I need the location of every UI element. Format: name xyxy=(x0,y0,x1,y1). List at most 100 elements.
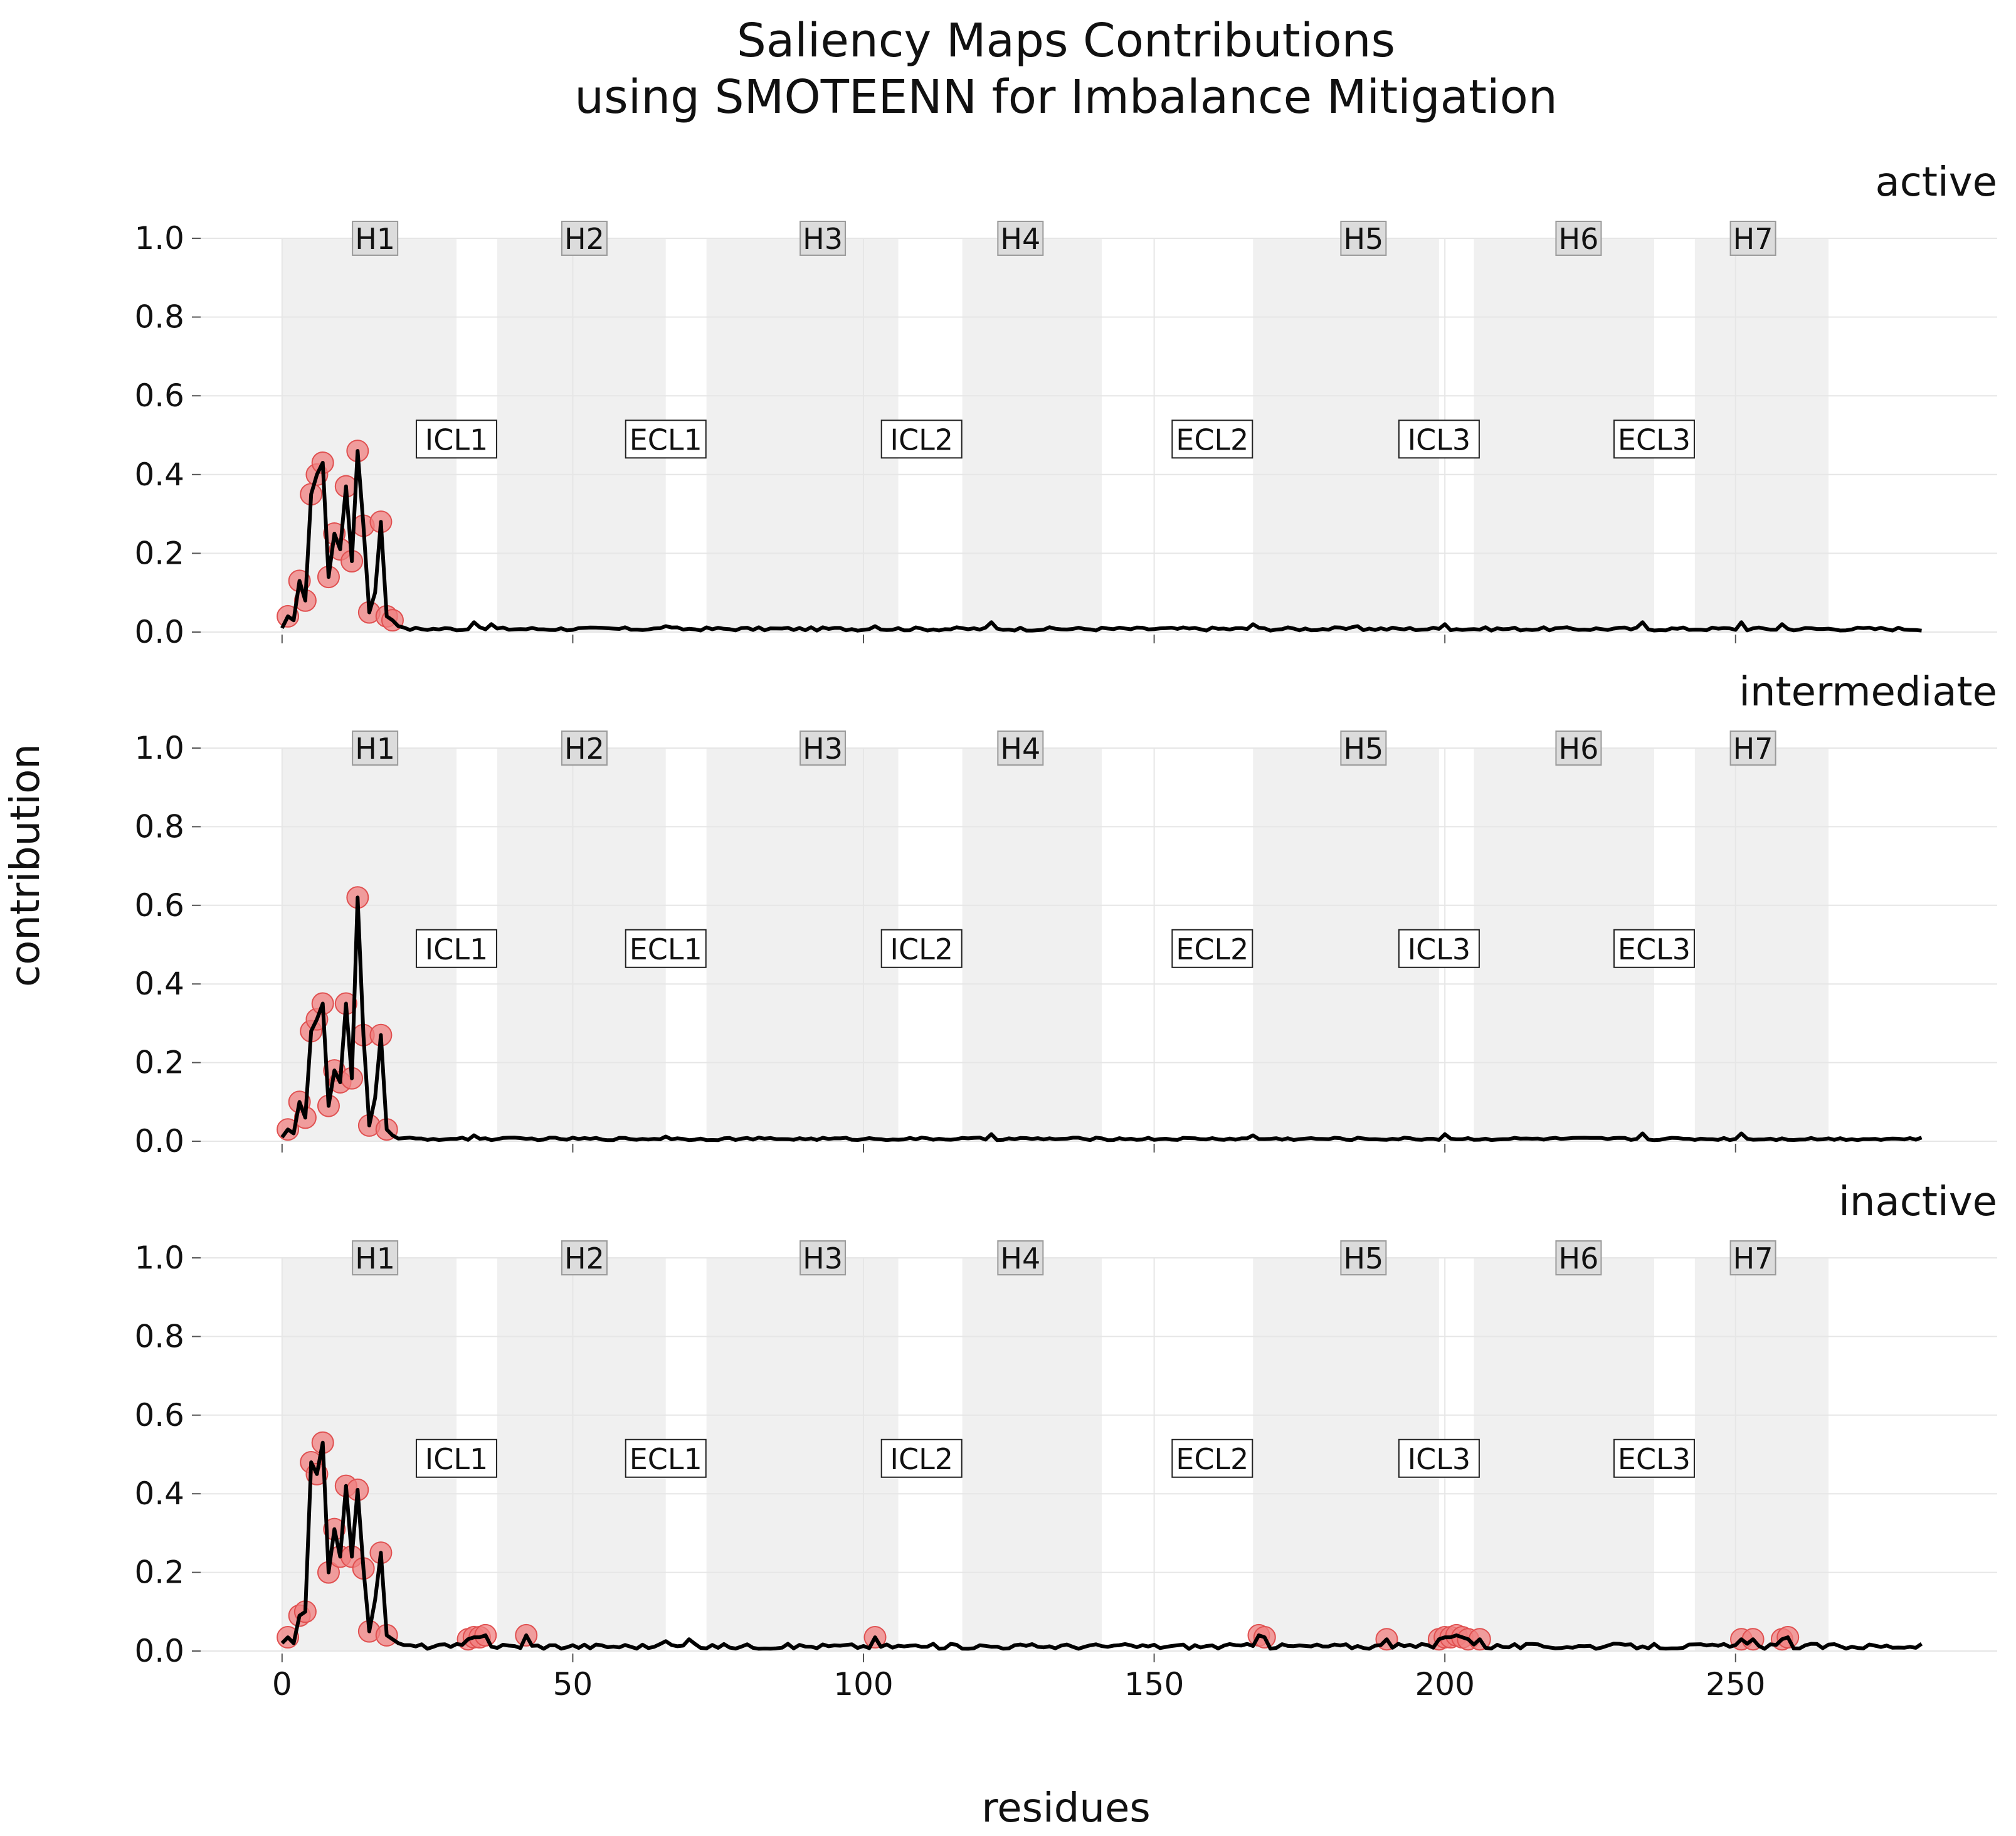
y-tick-label: 0.2 xyxy=(134,1045,184,1081)
helix-label-box xyxy=(800,221,847,256)
helix-label-box xyxy=(1340,731,1387,766)
y-tick-label: 0.8 xyxy=(134,1318,184,1354)
loop-label-text: ECL3 xyxy=(1618,932,1691,966)
y-tick-label: 0.4 xyxy=(134,1475,184,1512)
helix-label-text: H3 xyxy=(803,222,843,256)
helix-label-box xyxy=(1729,1240,1776,1275)
helix-label-text: H1 xyxy=(355,222,395,256)
helix-label-h4: H4 xyxy=(997,1240,1044,1275)
panel-label: inactive xyxy=(1839,1179,1997,1225)
helix-label-text: H1 xyxy=(355,1242,395,1275)
loop-label-box xyxy=(1398,419,1480,459)
helix-label-box xyxy=(997,1240,1044,1275)
helix-label-text: H4 xyxy=(1000,1242,1040,1275)
helix-label-text: H5 xyxy=(1343,732,1383,766)
x-tick-label: 200 xyxy=(1415,1666,1474,1702)
helix-label-box xyxy=(352,221,399,256)
loop-label-ecl3: ECL3 xyxy=(1613,929,1695,968)
loop-label-box xyxy=(625,1438,707,1478)
loop-label-icl1: ICL1 xyxy=(415,1438,497,1478)
helix-label-box xyxy=(561,221,608,256)
helix-band-h4 xyxy=(962,1258,1102,1651)
helix-label-box xyxy=(1729,731,1776,766)
helix-label-text: H3 xyxy=(803,732,843,766)
loop-label-text: ICL3 xyxy=(1408,423,1471,456)
helix-label-text: H6 xyxy=(1558,732,1598,766)
helix-label-box xyxy=(561,1240,608,1275)
loop-label-box xyxy=(1613,929,1695,968)
loop-label-icl3: ICL3 xyxy=(1398,419,1480,459)
helix-label-box xyxy=(561,731,608,766)
loop-label-icl2: ICL2 xyxy=(880,929,963,968)
helix-label-h6: H6 xyxy=(1555,731,1602,766)
helix-label-text: H3 xyxy=(803,1242,843,1275)
loop-label-ecl3: ECL3 xyxy=(1613,1438,1695,1478)
y-tick-label: 0.6 xyxy=(134,377,184,414)
y-tick-label: 1.0 xyxy=(134,1240,184,1276)
loop-label-icl1: ICL1 xyxy=(415,419,497,459)
helix-label-text: H2 xyxy=(564,732,604,766)
loop-label-box xyxy=(1171,929,1253,968)
helix-label-h4: H4 xyxy=(997,731,1044,766)
helix-label-text: H5 xyxy=(1343,222,1383,256)
x-tick-label: 100 xyxy=(833,1666,893,1702)
loop-label-box xyxy=(625,929,707,968)
loop-label-box xyxy=(415,1438,497,1478)
loop-label-ecl2: ECL2 xyxy=(1171,419,1253,459)
helix-label-h5: H5 xyxy=(1340,221,1387,256)
helix-label-h6: H6 xyxy=(1555,221,1602,256)
x-tick-label: 0 xyxy=(272,1666,292,1702)
helix-label-h7: H7 xyxy=(1729,221,1776,256)
y-tick-label: 0.6 xyxy=(134,1397,184,1433)
loop-label-ecl2: ECL2 xyxy=(1171,1438,1253,1478)
y-tick-label: 0.4 xyxy=(134,456,184,493)
helix-label-h2: H2 xyxy=(561,731,608,766)
panel-label: active xyxy=(1875,159,1997,206)
loop-label-box xyxy=(1171,1438,1253,1478)
helix-label-text: H4 xyxy=(1000,222,1040,256)
loop-label-text: ECL1 xyxy=(630,932,702,966)
helix-label-text: H5 xyxy=(1343,1242,1383,1275)
panel-inactive: 0.0 0.2 0.4 0.6 0.8 1.0 0 50 100 150 200 250 inactiv… xyxy=(134,1179,1997,1702)
loop-label-icl3: ICL3 xyxy=(1398,1438,1480,1478)
loop-label-ecl2: ECL2 xyxy=(1171,929,1253,968)
y-axis-title: contribution xyxy=(3,744,49,987)
helix-label-h5: H5 xyxy=(1340,731,1387,766)
helix-label-box xyxy=(1340,1240,1387,1275)
x-tick-label: 250 xyxy=(1706,1666,1765,1702)
helix-label-text: H2 xyxy=(564,1242,604,1275)
chart-subtitle: using SMOTEENN for Imbalance Mitigation xyxy=(574,70,1558,124)
helix-label-h1: H1 xyxy=(352,1240,399,1275)
helix-label-h3: H3 xyxy=(800,731,847,766)
y-tick-label: 0.6 xyxy=(134,887,184,924)
y-tick-label: 0.8 xyxy=(134,299,184,335)
loop-label-text: ECL1 xyxy=(630,1442,702,1476)
x-axis-title: residues xyxy=(981,1785,1150,1832)
loop-label-ecl1: ECL1 xyxy=(625,1438,707,1478)
loop-label-ecl1: ECL1 xyxy=(625,419,707,459)
y-tick-label: 1.0 xyxy=(134,220,184,256)
helix-label-h5: H5 xyxy=(1340,1240,1387,1275)
loop-label-box xyxy=(1171,419,1253,459)
helix-label-h3: H3 xyxy=(800,1240,847,1275)
loop-label-text: ICL1 xyxy=(425,423,488,456)
loop-label-text: ECL2 xyxy=(1176,932,1248,966)
loop-label-ecl1: ECL1 xyxy=(625,929,707,968)
loop-label-text: ECL1 xyxy=(630,423,702,456)
loop-label-box xyxy=(880,929,963,968)
loop-label-text: ICL1 xyxy=(425,932,488,966)
helix-label-h1: H1 xyxy=(352,221,399,256)
y-tick-label: 0.2 xyxy=(134,535,184,571)
loop-label-icl2: ICL2 xyxy=(880,1438,963,1478)
helix-band-h3 xyxy=(706,1258,899,1651)
helix-label-box xyxy=(1555,731,1602,766)
chart-title: Saliency Maps Contributions xyxy=(737,14,1395,68)
loop-label-text: ECL3 xyxy=(1618,1442,1691,1476)
loop-label-box xyxy=(880,1438,963,1478)
loop-label-icl3: ICL3 xyxy=(1398,929,1480,968)
loop-label-text: ICL2 xyxy=(890,1442,953,1476)
saliency-line xyxy=(280,895,1923,1142)
loop-label-text: ICL2 xyxy=(890,423,953,456)
panel-active: 0.0 0.2 0.4 0.6 0.8 1.0 active H1 H2 H3 H4 H5 H6 H7 IC… xyxy=(134,159,1997,650)
